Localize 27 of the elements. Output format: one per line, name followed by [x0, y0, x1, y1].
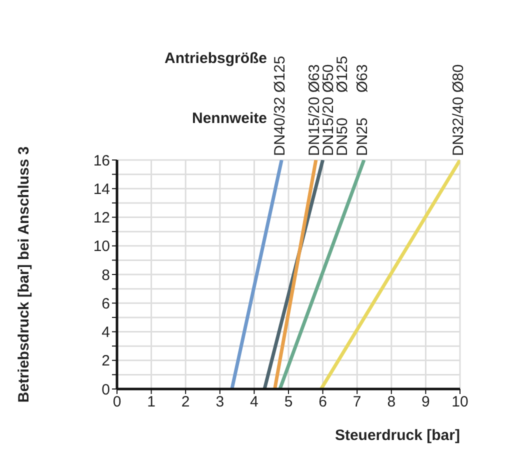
- x-tick-label: 5: [284, 394, 293, 411]
- y-tick-label: 8: [102, 266, 110, 284]
- x-tick-label: 3: [216, 394, 224, 411]
- x-tick-label: 10: [452, 394, 468, 411]
- y-axis-title: Betriebsdruck [bar] bei Anschluss 3: [16, 146, 32, 403]
- x-tick-label: 7: [352, 394, 362, 411]
- text: Antriebsgröße: [164, 50, 267, 67]
- annotation: DN32/40 Ø80: [450, 64, 467, 156]
- y-tick-label: 14: [93, 180, 110, 198]
- x-tick-label: 0: [112, 394, 122, 411]
- x-axis-title: Steuerdruck [bar]: [334, 427, 460, 444]
- annotation: DN25 Ø63: [354, 64, 371, 156]
- text: Nennweite: [192, 110, 267, 127]
- x-tick-label: 1: [147, 394, 156, 411]
- y-tick-label: 10: [93, 238, 110, 256]
- x-tick-label: 2: [181, 394, 190, 411]
- x-tick-label: 9: [422, 394, 430, 411]
- y-tick-label: 0: [102, 381, 110, 398]
- x-tick-label: 8: [387, 394, 396, 411]
- x-tick-label: 4: [250, 394, 258, 411]
- y-tick-label: 4: [102, 324, 110, 342]
- annotation: DN40/32 Ø125: [272, 56, 289, 156]
- y-tick-label: 12: [93, 210, 110, 227]
- x-tick-label: 6: [318, 394, 327, 411]
- y-tick-label: 16: [93, 152, 110, 170]
- y-tick-label: 2: [102, 352, 110, 370]
- y-tick-label: 6: [102, 295, 110, 312]
